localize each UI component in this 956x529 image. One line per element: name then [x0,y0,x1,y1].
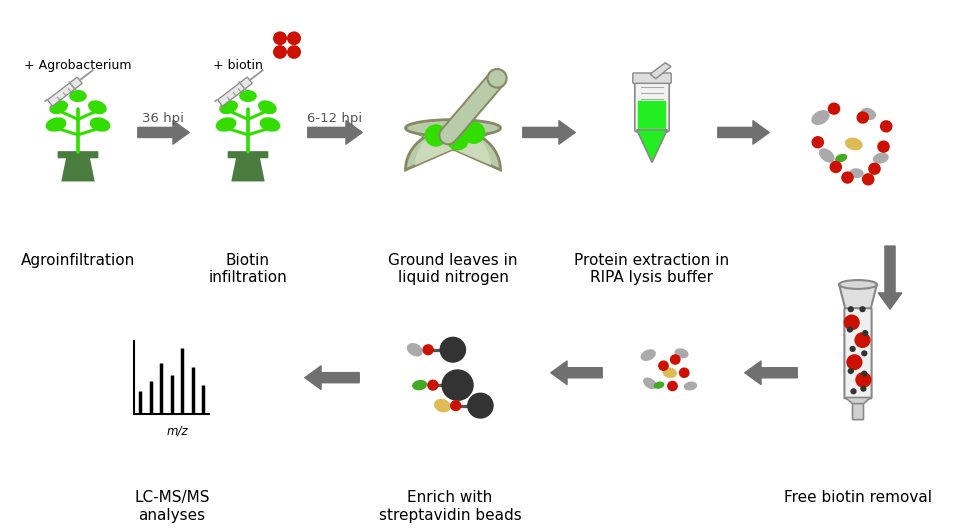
Circle shape [423,344,434,355]
Ellipse shape [258,101,276,114]
Polygon shape [845,397,871,405]
Circle shape [427,379,439,391]
Text: Free biotin removal: Free biotin removal [784,490,932,506]
Ellipse shape [839,280,877,289]
Circle shape [850,388,857,395]
Circle shape [856,372,872,388]
Text: + biotin: + biotin [213,59,263,72]
Ellipse shape [654,381,664,389]
Ellipse shape [90,117,110,132]
Ellipse shape [216,117,236,132]
FancyBboxPatch shape [638,101,666,129]
Text: Enrich with
streptavidin beads: Enrich with streptavidin beads [379,490,521,523]
Ellipse shape [88,101,107,114]
Ellipse shape [434,399,450,413]
Ellipse shape [260,117,280,132]
Circle shape [287,45,301,59]
Ellipse shape [674,348,688,358]
Circle shape [679,368,689,378]
Polygon shape [218,77,252,106]
Text: Biotin
infiltration: Biotin infiltration [208,253,288,286]
Circle shape [287,31,301,45]
Ellipse shape [684,381,697,390]
Text: Protein extraction in
RIPA lysis buffer: Protein extraction in RIPA lysis buffer [575,253,729,286]
Polygon shape [415,130,491,165]
Ellipse shape [845,138,862,150]
Ellipse shape [663,368,677,378]
Ellipse shape [412,380,427,390]
Circle shape [442,369,474,401]
Ellipse shape [69,90,87,102]
FancyBboxPatch shape [633,73,671,84]
FancyBboxPatch shape [853,404,863,419]
Circle shape [440,336,467,363]
Text: 36 hpi: 36 hpi [142,112,184,125]
Circle shape [862,330,868,336]
Circle shape [841,171,854,184]
Ellipse shape [641,349,656,361]
Ellipse shape [860,108,876,120]
Circle shape [463,122,486,144]
Circle shape [860,386,866,392]
Ellipse shape [405,120,501,136]
Ellipse shape [849,168,863,178]
Circle shape [450,400,462,411]
Circle shape [859,306,865,312]
Ellipse shape [239,90,257,102]
Circle shape [828,103,840,115]
Text: LC-MS/MS
analyses: LC-MS/MS analyses [134,490,209,523]
Text: 6-12 hpi: 6-12 hpi [308,112,362,125]
Circle shape [658,360,669,371]
Circle shape [847,326,853,333]
Circle shape [846,354,862,370]
Circle shape [848,306,854,312]
Circle shape [868,162,880,175]
Polygon shape [650,63,671,79]
Circle shape [862,173,875,186]
Ellipse shape [812,110,830,125]
Circle shape [878,141,890,153]
Ellipse shape [836,154,847,162]
Ellipse shape [219,101,238,114]
Circle shape [857,111,869,124]
Circle shape [830,161,842,173]
Circle shape [488,69,507,88]
Ellipse shape [819,148,835,162]
Circle shape [843,315,859,331]
Polygon shape [231,156,265,181]
Text: + Agrobacterium: + Agrobacterium [24,59,132,72]
Ellipse shape [50,101,68,114]
Polygon shape [61,156,95,181]
Text: m/z: m/z [166,424,187,437]
Ellipse shape [873,153,889,163]
Circle shape [850,346,856,352]
Ellipse shape [643,378,657,389]
FancyBboxPatch shape [635,79,669,132]
Polygon shape [839,285,877,309]
Circle shape [273,31,287,45]
Circle shape [670,354,681,365]
FancyBboxPatch shape [57,151,98,158]
Text: Agroinfiltration: Agroinfiltration [21,253,135,268]
Polygon shape [48,77,82,106]
Circle shape [273,45,287,59]
Circle shape [424,124,447,147]
Circle shape [880,120,893,133]
Polygon shape [405,128,501,170]
Ellipse shape [407,343,423,357]
Circle shape [812,136,824,149]
Circle shape [855,332,871,348]
FancyBboxPatch shape [844,308,872,398]
Polygon shape [637,130,667,162]
FancyBboxPatch shape [228,151,269,158]
Circle shape [848,368,854,374]
Circle shape [667,381,678,391]
Text: Ground leaves in
liquid nitrogen: Ground leaves in liquid nitrogen [388,253,518,286]
Circle shape [446,128,469,150]
Ellipse shape [46,117,66,132]
Circle shape [467,393,493,418]
Circle shape [861,370,867,377]
Circle shape [861,350,867,357]
